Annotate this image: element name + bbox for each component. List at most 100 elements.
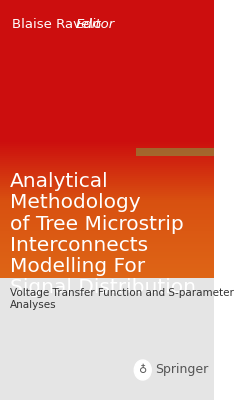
Bar: [0, 254, 214, 256]
Bar: [0, 186, 214, 188]
Bar: [0, 156, 214, 158]
Bar: [0, 132, 214, 134]
Bar: [0, 376, 214, 378]
Bar: [0, 311, 214, 313]
Bar: [0, 100, 214, 102]
Bar: [0, 92, 214, 94]
Bar: [0, 257, 214, 259]
Bar: [0, 272, 214, 274]
Bar: [0, 238, 214, 240]
Bar: [0, 388, 214, 390]
Bar: [0, 240, 214, 242]
Bar: [0, 331, 214, 333]
Bar: [0, 299, 214, 301]
Bar: [0, 52, 214, 54]
Bar: [0, 237, 214, 239]
Bar: [0, 385, 214, 386]
Bar: [0, 276, 214, 277]
Bar: [0, 106, 214, 108]
Bar: [0, 370, 214, 372]
Bar: [0, 398, 214, 400]
Bar: [0, 188, 214, 190]
Bar: [0, 24, 214, 26]
Bar: [0, 208, 214, 210]
Bar: [0, 380, 214, 382]
Bar: [0, 74, 214, 76]
Bar: [0, 250, 214, 252]
Bar: [0, 120, 214, 122]
Bar: [0, 368, 214, 370]
Bar: [0, 370, 214, 372]
Bar: [0, 136, 214, 138]
Bar: [0, 344, 214, 346]
Bar: [0, 158, 214, 160]
Bar: [0, 269, 214, 271]
Bar: [0, 302, 214, 304]
Bar: [0, 196, 214, 198]
Bar: [0, 264, 214, 266]
Bar: [0, 0, 214, 2]
Text: Voltage Transfer Function and S-parameter
Analyses: Voltage Transfer Function and S-paramete…: [10, 288, 234, 310]
Bar: [0, 394, 214, 396]
Bar: [0, 296, 214, 298]
Bar: [0, 282, 214, 284]
Bar: [0, 271, 214, 272]
Bar: [0, 180, 214, 182]
Bar: [0, 258, 214, 260]
Bar: [0, 240, 214, 242]
Bar: [0, 192, 214, 194]
Bar: [0, 316, 214, 318]
Bar: [0, 277, 214, 279]
Bar: [0, 252, 214, 254]
Bar: [0, 366, 214, 368]
Bar: [0, 226, 214, 228]
Bar: [0, 178, 214, 180]
Bar: [0, 96, 214, 98]
Bar: [0, 393, 214, 395]
Text: Blaise Ravelo: Blaise Ravelo: [12, 18, 101, 31]
Bar: [0, 318, 214, 320]
Bar: [0, 378, 214, 380]
Bar: [0, 259, 214, 260]
Bar: [0, 318, 214, 319]
Bar: [0, 348, 214, 350]
Bar: [0, 16, 214, 18]
Bar: [0, 360, 214, 362]
Bar: [0, 118, 214, 120]
Bar: [0, 362, 214, 364]
Bar: [0, 172, 214, 174]
Bar: [0, 266, 214, 267]
Bar: [0, 360, 214, 361]
Bar: [0, 32, 214, 34]
Bar: [0, 301, 214, 302]
Bar: [0, 116, 214, 118]
Bar: [0, 321, 214, 323]
Bar: [0, 216, 214, 218]
Bar: [0, 288, 214, 289]
Bar: [0, 256, 214, 258]
Bar: [0, 304, 214, 306]
Bar: [0, 262, 214, 264]
Bar: [0, 267, 214, 269]
Bar: [0, 44, 214, 46]
Bar: [0, 234, 214, 236]
Bar: [0, 214, 214, 216]
Bar: [0, 246, 214, 248]
Bar: [0, 2, 214, 4]
Bar: [0, 232, 214, 400]
Bar: [0, 260, 214, 262]
Bar: [0, 306, 214, 308]
Bar: [0, 176, 214, 178]
Bar: [0, 254, 214, 256]
Bar: [0, 386, 214, 388]
Bar: [0, 363, 214, 365]
Bar: [0, 40, 214, 42]
Bar: [0, 260, 214, 262]
Bar: [0, 235, 214, 237]
Bar: [0, 236, 214, 238]
Bar: [0, 374, 214, 376]
Bar: [0, 266, 214, 268]
Bar: [0, 333, 214, 334]
Bar: [0, 330, 214, 332]
Bar: [0, 244, 214, 246]
